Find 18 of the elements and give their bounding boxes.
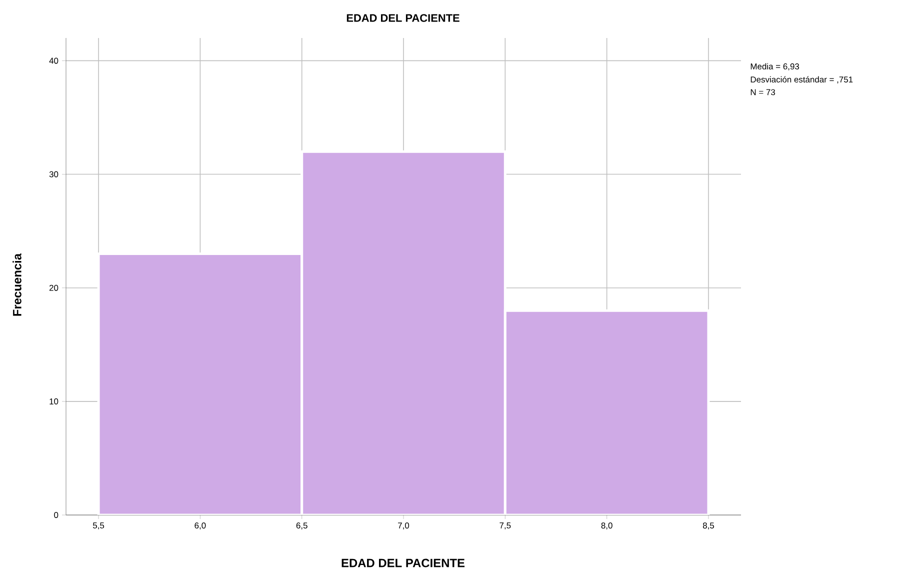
text: Desviación estándar = ,751 bbox=[750, 76, 853, 84]
x-tick-label: 7,5 bbox=[500, 522, 511, 530]
x-axis-title: EDAD DEL PACIENTE bbox=[342, 558, 465, 568]
y-axis-title: Frecuencia bbox=[12, 253, 22, 316]
x-tick-label: 6,5 bbox=[296, 522, 308, 530]
y-tick-label: 10 bbox=[50, 398, 58, 404]
x-tick-label: 8,0 bbox=[601, 522, 612, 530]
y-tick-label: 30 bbox=[49, 171, 58, 178]
x-tick-label: 5,5 bbox=[92, 522, 104, 530]
x-tick-label: 8,5 bbox=[702, 522, 714, 530]
y-tick-label: 0 bbox=[54, 512, 58, 518]
chart-title: EDAD DEL PACIENTE bbox=[346, 14, 460, 22]
text: N = 73 bbox=[750, 89, 776, 96]
y-tick-label: 40 bbox=[49, 58, 58, 64]
y-tick-label: 20 bbox=[49, 284, 58, 291]
x-tick-label: 6,0 bbox=[194, 522, 206, 530]
x-tick-label: 7,0 bbox=[398, 522, 410, 530]
text: Media = 6,93 bbox=[750, 63, 800, 70]
